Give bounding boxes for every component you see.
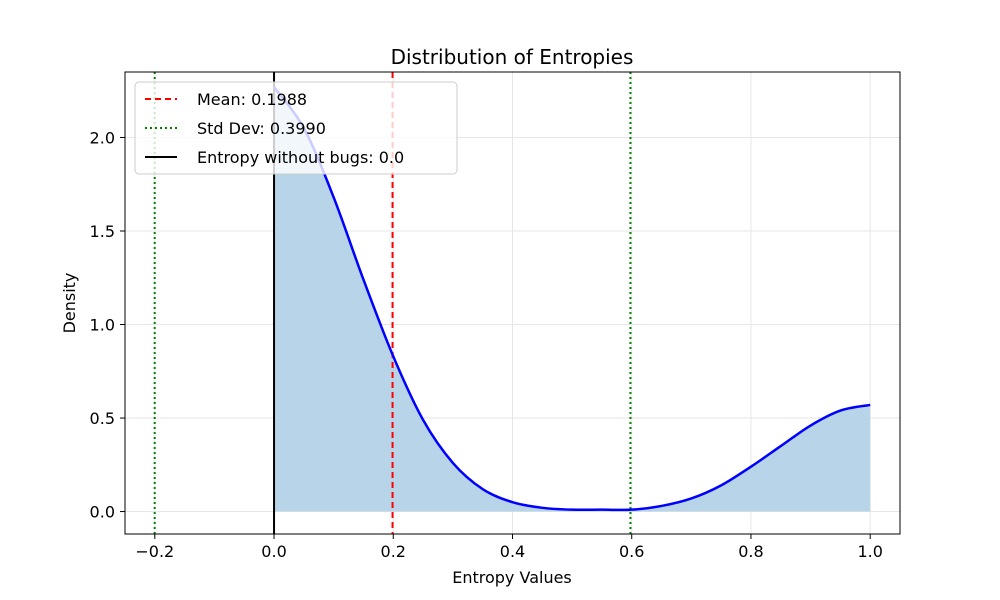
y-tick-label: 1.0 — [90, 316, 115, 335]
chart-title: Distribution of Entropies — [391, 45, 634, 69]
x-axis-ticks: −0.2 0.0 0.2 0.4 0.6 0.8 1.0 — [135, 534, 883, 561]
legend: Mean: 0.1988 Std Dev: 0.3990 Entropy witho… — [134, 81, 458, 175]
y-tick-label: 1.5 — [90, 222, 115, 241]
x-tick-label: 0.8 — [738, 542, 763, 561]
density-curve — [273, 86, 871, 512]
x-tick-label: −0.2 — [135, 542, 174, 561]
x-tick-label: 0.0 — [261, 542, 286, 561]
legend-box — [134, 81, 458, 175]
legend-label: Mean: 0.1988 — [197, 90, 307, 109]
x-tick-label: 0.4 — [500, 542, 525, 561]
y-tick-label: 0.5 — [90, 409, 115, 428]
x-tick-label: 0.6 — [619, 542, 644, 561]
y-axis-label: Density — [60, 273, 79, 334]
legend-label: Std Dev: 0.3990 — [197, 119, 326, 138]
area-layer — [274, 86, 871, 512]
density-area — [274, 86, 871, 512]
y-tick-label: 0.0 — [90, 503, 115, 522]
x-tick-label: 0.2 — [381, 542, 406, 561]
y-axis-ticks: 0.0 0.5 1.0 1.5 2.0 — [90, 128, 125, 522]
y-tick-label: 2.0 — [90, 128, 115, 147]
legend-label: Entropy without bugs: 0.0 — [197, 148, 404, 167]
curve-layer — [273, 86, 871, 512]
x-tick-label: 1.0 — [857, 542, 882, 561]
x-axis-label: Entropy Values — [452, 568, 572, 587]
